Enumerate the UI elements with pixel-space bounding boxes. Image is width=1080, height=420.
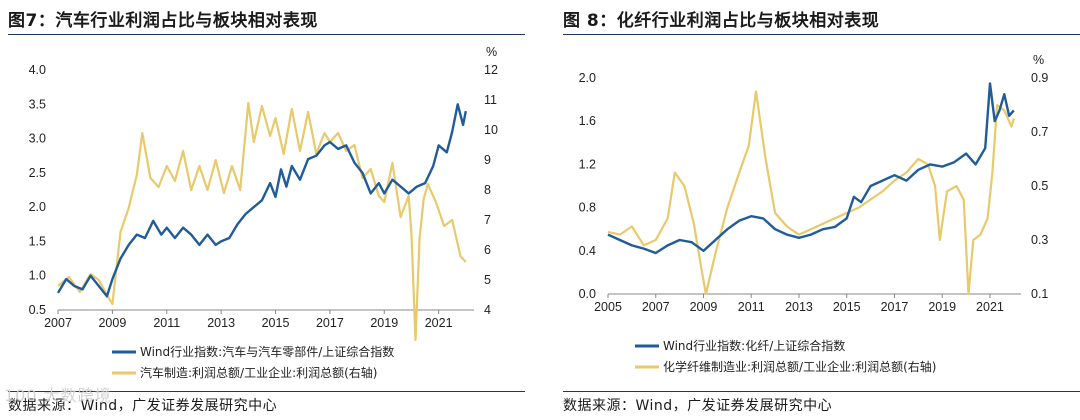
fig8-y-right-tick-label: 0.5 <box>1031 179 1048 193</box>
fig8-x-tick-label: 2021 <box>976 300 1004 314</box>
fig7-x-tick-label: 2007 <box>44 316 72 330</box>
fig7-y-right-unit: % <box>486 45 497 59</box>
fig7-y-right-tick-label: 10 <box>484 123 498 137</box>
figure-7-panel: 图7：汽车行业利润占比与板块相对表现 2007 2009 2011 2013 2015 2… <box>0 0 525 420</box>
fig7-y-left-tick-label: 0.5 <box>29 303 46 317</box>
fig8-y-left-tick-label: 1.2 <box>579 157 596 171</box>
fig8-x-tick-label: 2013 <box>785 300 813 314</box>
fig8-y-right-tick-label: 0.9 <box>1031 71 1048 85</box>
fig8-x-tick-label: 2015 <box>833 300 861 314</box>
figure-8-source-rule <box>563 391 1080 392</box>
fig8-y-left-tick-label: 0.4 <box>579 244 596 258</box>
fig7-y-left-tick-label: 3.0 <box>29 132 46 146</box>
fig8-x-tick-label: 2007 <box>642 300 670 314</box>
figure-8-source: 数据来源：Wind，广发证券发展研究中心 <box>563 398 833 414</box>
fig8-y-left-tick-label: 1.6 <box>579 114 596 128</box>
fig7-x-tick-label: 2019 <box>370 316 398 330</box>
figure-7-source: 数据来源：Wind，广发证券发展研究中心 <box>8 398 278 414</box>
fig7-x-tick-label: 2011 <box>153 316 180 330</box>
fig7-y-left-tick-label: 3.5 <box>29 97 46 111</box>
fig8-x-tick-label: 2019 <box>928 300 956 314</box>
figure-8-title-rule <box>563 34 1080 35</box>
fig7-y-left-tick-label: 1.5 <box>29 234 46 248</box>
fig7-y-left-tick-label: 1.0 <box>29 269 46 283</box>
fig8-series-profit-line <box>607 90 1015 296</box>
figure-7-title-rule <box>8 34 525 35</box>
fig8-y-right-tick-label: 0.3 <box>1031 233 1048 247</box>
fig7-x-tick-label: 2013 <box>207 316 235 330</box>
fig7-series-index-line <box>56 103 467 298</box>
fig7-y-right-tick-label: 12 <box>484 63 498 77</box>
fig7-y-left-tick-label: 4.0 <box>29 63 46 77</box>
fig8-y-right-tick-label: 0.7 <box>1031 125 1048 139</box>
figure-7-chart: 2007 2009 2011 2013 2015 2017 2019 2021 0.5 1.0 1.… <box>29 45 498 380</box>
watermark-text: 100 大数跨境 <box>4 386 112 405</box>
fig8-y-left-tick-label: 0.0 <box>579 287 596 301</box>
fig7-y-left-tick-label: 2.0 <box>29 200 46 214</box>
fig8-x-tick-label: 2005 <box>594 300 622 314</box>
fig8-y-left-tick-label: 2.0 <box>579 71 596 85</box>
fig8-y-right-unit: % <box>1033 53 1044 67</box>
fig7-x-tick-label: 2015 <box>262 316 290 330</box>
fig7-y-right-tick-label: 4 <box>484 303 491 317</box>
fig7-legend-label: Wind行业指数:汽车与汽车零部件/上证综合指数 <box>140 344 394 359</box>
fig8-legend-label: Wind行业指数:化纤/上证综合指数 <box>663 338 845 353</box>
fig7-x-tick-label: 2017 <box>316 316 344 330</box>
figure-8-title: 图 8：化纤行业利润占比与板块相对表现 <box>563 11 880 31</box>
fig7-y-right-tick-label: 9 <box>484 153 491 167</box>
fig7-x-tick-label: 2009 <box>98 316 126 330</box>
fig8-legend-label: 化学纤维制造业:利润总额/工业企业:利润总额(右轴) <box>663 359 937 374</box>
fig7-y-right-tick-label: 11 <box>484 93 497 107</box>
figure-8-chart: 2005 2007 2009 2011 2013 2015 2017 2019 2021 0.0 0… <box>579 53 1049 374</box>
figure-8-panel: 图 8：化纤行业利润占比与板块相对表现 2005 2007 2009 2011 2013… <box>555 0 1080 420</box>
fig7-series-profit-line <box>57 101 467 342</box>
figure-7-source-rule <box>8 391 525 392</box>
fig7-y-right-tick-label: 7 <box>484 213 491 227</box>
figure-7-title: 图7：汽车行业利润占比与板块相对表现 <box>8 11 318 31</box>
fig8-x-tick-label: 2017 <box>881 300 909 314</box>
fig8-y-right-tick-label: 0.1 <box>1031 287 1048 301</box>
fig8-y-left-tick-label: 0.8 <box>579 201 596 215</box>
fig8-series-index-line <box>607 82 1015 255</box>
fig7-x-tick-label: 2021 <box>425 316 453 330</box>
fig8-x-tick-label: 2009 <box>690 300 718 314</box>
fig8-x-tick-label: 2011 <box>738 300 765 314</box>
fig7-y-left-tick-label: 2.5 <box>29 166 46 180</box>
fig7-legend-label: 汽车制造:利润总额/工业企业:利润总额(右轴) <box>140 365 378 380</box>
fig7-y-right-tick-label: 6 <box>484 243 491 257</box>
fig7-y-right-tick-label: 5 <box>484 273 491 287</box>
fig7-y-right-tick-label: 8 <box>484 183 491 197</box>
